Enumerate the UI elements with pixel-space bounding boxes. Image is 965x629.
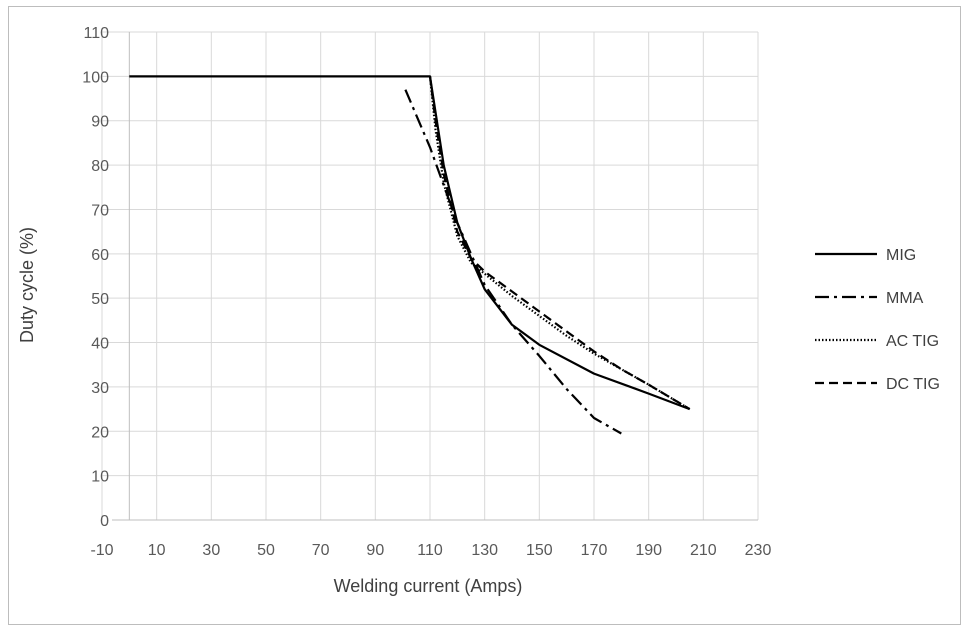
x-tick-label: 30 (202, 542, 220, 559)
y-tick-label: 30 (91, 380, 109, 397)
x-tick-label: 110 (417, 542, 443, 559)
x-tick-label: 70 (312, 542, 330, 559)
x-tick-label: 210 (690, 542, 717, 559)
x-tick-label: 90 (366, 542, 384, 559)
series-lines (129, 75, 691, 435)
x-axis-title: Welding current (Amps) (334, 576, 523, 596)
x-tick-label: 170 (581, 542, 608, 559)
y-tick-label: 70 (91, 202, 109, 219)
y-tick-labels: 0 10 20 30 40 50 60 70 80 90 100 110 (82, 25, 109, 530)
y-tick-label: 10 (91, 469, 109, 486)
x-tick-label: 150 (526, 542, 553, 559)
series-line-dc-tig (428, 76, 691, 411)
gridlines (101, 31, 759, 520)
legend: MIG MMA AC TIG DC TIG (815, 247, 940, 393)
y-tick-label: 100 (82, 69, 109, 86)
x-tick-label: 50 (257, 542, 275, 559)
y-tick-label: 60 (91, 247, 109, 264)
legend-label-mig: MIG (886, 247, 916, 264)
x-tick-labels: -10 10 30 50 70 90 110 130 150 170 190 210 230 (90, 542, 771, 559)
axes (112, 32, 758, 521)
y-tick-label: 20 (91, 424, 109, 441)
y-tick-label: 40 (91, 336, 109, 353)
series-line-mig (129, 75, 691, 411)
x-tick-label: -10 (90, 542, 113, 559)
legend-label-ac-tig: AC TIG (886, 333, 939, 350)
y-tick-label: 110 (83, 25, 109, 42)
y-tick-label: 80 (91, 158, 109, 175)
series-line-ac-tig (428, 76, 691, 411)
y-tick-label: 90 (91, 114, 109, 131)
legend-label-mma: MMA (886, 290, 924, 307)
x-tick-label: 130 (471, 542, 498, 559)
series-line-mma (404, 89, 622, 435)
y-axis-title: Duty cycle (%) (17, 227, 37, 343)
x-tick-label: 230 (745, 542, 772, 559)
x-tick-label: 190 (635, 542, 662, 559)
y-tick-label: 0 (100, 513, 109, 530)
legend-label-dc-tig: DC TIG (886, 376, 940, 393)
y-tick-label: 50 (91, 291, 109, 308)
x-tick-label: 10 (148, 542, 166, 559)
